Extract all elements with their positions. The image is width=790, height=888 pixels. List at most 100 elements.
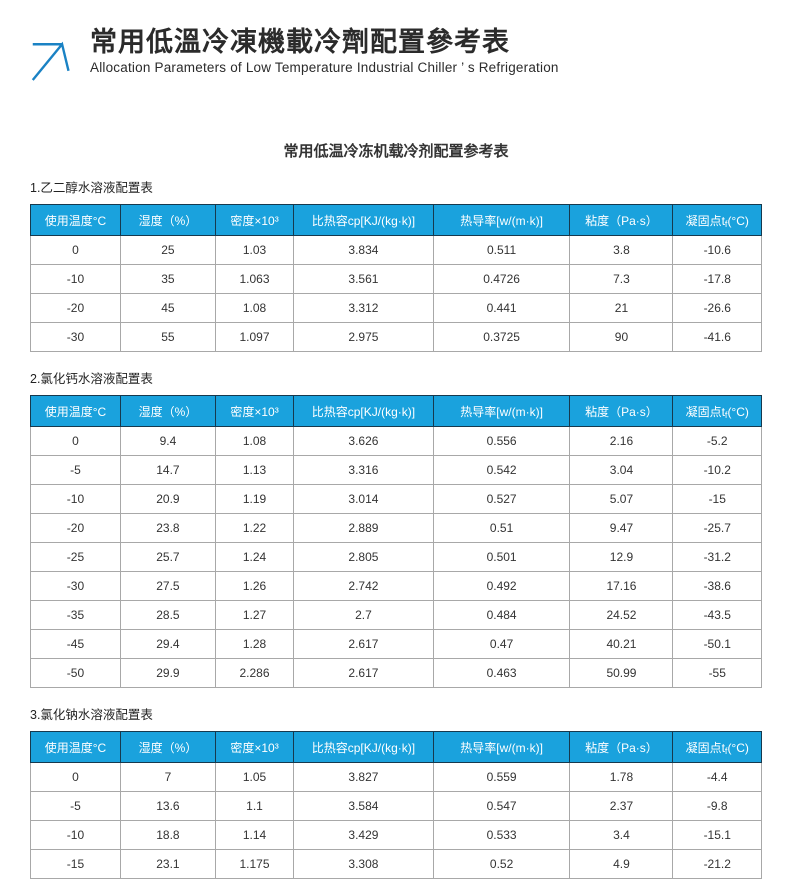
calcium-chloride-table: 使用温度°C 湿度（%） 密度×10³ 比热容cp[KJ/(kg·k)] 热导率…: [30, 395, 762, 688]
table-cell: 50.99: [569, 658, 674, 688]
table-cell: -10.2: [672, 455, 762, 485]
sodium-chloride-table: 使用温度°C 湿度（%） 密度×10³ 比热容cp[KJ/(kg·k)] 热导率…: [30, 731, 762, 879]
table-row: -10 35 1.063 3.561 0.4726 7.3 -17.8: [30, 264, 762, 294]
table-cell: 0.559: [432, 762, 571, 792]
table-cell: 0.501: [432, 542, 571, 572]
table-cell: 2.617: [293, 629, 434, 659]
header-freezing-point: 凝固点tf(°C): [672, 204, 762, 236]
table-cell: 4.9: [569, 849, 674, 879]
table-cell: 2.37: [569, 791, 674, 821]
table-row: -5 13.6 1.1 3.584 0.547 2.37 -9.8: [30, 791, 762, 821]
brand-text: 常用低溫冷凍機載冷劑配置參考表 Allocation Parameters of…: [90, 26, 559, 75]
table-row: -20 45 1.08 3.312 0.441 21 -26.6: [30, 293, 762, 323]
table-cell: -31.2: [672, 542, 762, 572]
table-body: 0 25 1.03 3.834 0.511 3.8 -10.6 -10 35 1.063 3.561…: [30, 235, 762, 352]
table-cell: 2.805: [293, 542, 434, 572]
table-cell: 1.08: [214, 293, 295, 323]
table-cell: 3.827: [293, 762, 434, 792]
table-cell: 25.7: [119, 542, 216, 572]
table-cell: 0.47: [432, 629, 571, 659]
table-cell: 0.52: [432, 849, 571, 879]
table-cell: 3.584: [293, 791, 434, 821]
header-conductivity: 热导率[w/(m·k)]: [432, 204, 571, 236]
header-viscosity: 粘度（Pa·s）: [569, 731, 674, 763]
table-cell: 3.834: [293, 235, 434, 265]
arrow-logo-icon: [31, 41, 70, 81]
table-cell: 1.28: [214, 629, 295, 659]
table-cell: -10.6: [672, 235, 762, 265]
table-cell: 9.4: [119, 426, 216, 456]
table-row: -25 25.7 1.24 2.805 0.501 12.9 -31.2: [30, 542, 762, 572]
table-cell: 0.542: [432, 455, 571, 485]
table-cell: 1.1: [214, 791, 295, 821]
table-cell: 12.9: [569, 542, 674, 572]
table-cell: 2.7: [293, 600, 434, 630]
table-cell: 0.463: [432, 658, 571, 688]
table-cell: 0.3725: [432, 322, 571, 352]
table-cell: 1.175: [214, 849, 295, 879]
table-header-row: 使用温度°C 湿度（%） 密度×10³ 比热容cp[KJ/(kg·k)] 热导率…: [30, 731, 762, 763]
header-freezing-point: 凝固点tf(°C): [672, 731, 762, 763]
table-cell: 0: [30, 426, 121, 456]
table-cell: 0.556: [432, 426, 571, 456]
table-row: -50 29.9 2.286 2.617 0.463 50.99 -55: [30, 658, 762, 688]
table-cell: 27.5: [119, 571, 216, 601]
document-body: 常用低温冷冻机载冷剂配置参考表 1.乙二醇水溶液配置表 使用温度°C 湿度（%）…: [30, 140, 762, 879]
table-cell: 3.561: [293, 264, 434, 294]
table-cell: -43.5: [672, 600, 762, 630]
table-cell: -15: [672, 484, 762, 514]
table-cell: 3.308: [293, 849, 434, 879]
table-cell: 0: [30, 235, 121, 265]
table-cell: -41.6: [672, 322, 762, 352]
table-cell: -30: [30, 322, 121, 352]
table-cell: 2.16: [569, 426, 674, 456]
table-cell: 17.16: [569, 571, 674, 601]
table-cell: -5: [30, 455, 121, 485]
table-cell: -50.1: [672, 629, 762, 659]
table-cell: 23.8: [119, 513, 216, 543]
table-cell: -50: [30, 658, 121, 688]
table-header-row: 使用温度°C 湿度（%） 密度×10³ 比热容cp[KJ/(kg·k)] 热导率…: [30, 204, 762, 236]
table-cell: 0.4726: [432, 264, 571, 294]
table-cell: 90: [569, 322, 674, 352]
table-cell: -10: [30, 264, 121, 294]
table-row: -10 20.9 1.19 3.014 0.527 5.07 -15: [30, 484, 762, 514]
header-viscosity: 粘度（Pa·s）: [569, 395, 674, 427]
table-cell: 1.03: [214, 235, 295, 265]
table-cell: 20.9: [119, 484, 216, 514]
table-cell: 13.6: [119, 791, 216, 821]
table-cell: -21.2: [672, 849, 762, 879]
table-row: -45 29.4 1.28 2.617 0.47 40.21 -50.1: [30, 629, 762, 659]
table-cell: 2.286: [214, 658, 295, 688]
table-cell: 18.8: [119, 820, 216, 850]
table-cell: 1.063: [214, 264, 295, 294]
table-cell: 24.52: [569, 600, 674, 630]
table-row: -20 23.8 1.22 2.889 0.51 9.47 -25.7: [30, 513, 762, 543]
table-cell: 3.316: [293, 455, 434, 485]
section-calcium-chloride: 2.氯化钙水溶液配置表 使用温度°C 湿度（%） 密度×10³ 比热容cp[KJ…: [30, 368, 762, 688]
table-cell: -55: [672, 658, 762, 688]
table-row: -10 18.8 1.14 3.429 0.533 3.4 -15.1: [30, 820, 762, 850]
table-cell: -20: [30, 513, 121, 543]
table-header-row: 使用温度°C 湿度（%） 密度×10³ 比热容cp[KJ/(kg·k)] 热导率…: [30, 395, 762, 427]
table-cell: -30: [30, 571, 121, 601]
header-conductivity: 热导率[w/(m·k)]: [432, 395, 571, 427]
table-cell: -20: [30, 293, 121, 323]
table-cell: 2.889: [293, 513, 434, 543]
table-cell: 0.51: [432, 513, 571, 543]
table-cell: 40.21: [569, 629, 674, 659]
header-heat-capacity: 比热容cp[KJ/(kg·k)]: [293, 731, 434, 763]
header-humidity: 湿度（%）: [119, 204, 216, 236]
table-cell: -17.8: [672, 264, 762, 294]
table-cell: -5: [30, 791, 121, 821]
header-density: 密度×10³: [214, 395, 295, 427]
table-cell: 2.617: [293, 658, 434, 688]
table-cell: -10: [30, 820, 121, 850]
table-row: -30 27.5 1.26 2.742 0.492 17.16 -38.6: [30, 571, 762, 601]
table-cell: 0.547: [432, 791, 571, 821]
table-cell: 1.19: [214, 484, 295, 514]
table-row: 0 7 1.05 3.827 0.559 1.78 -4.4: [30, 762, 762, 792]
table-row: 0 25 1.03 3.834 0.511 3.8 -10.6: [30, 235, 762, 265]
header-humidity: 湿度（%）: [119, 731, 216, 763]
table-cell: 3.312: [293, 293, 434, 323]
